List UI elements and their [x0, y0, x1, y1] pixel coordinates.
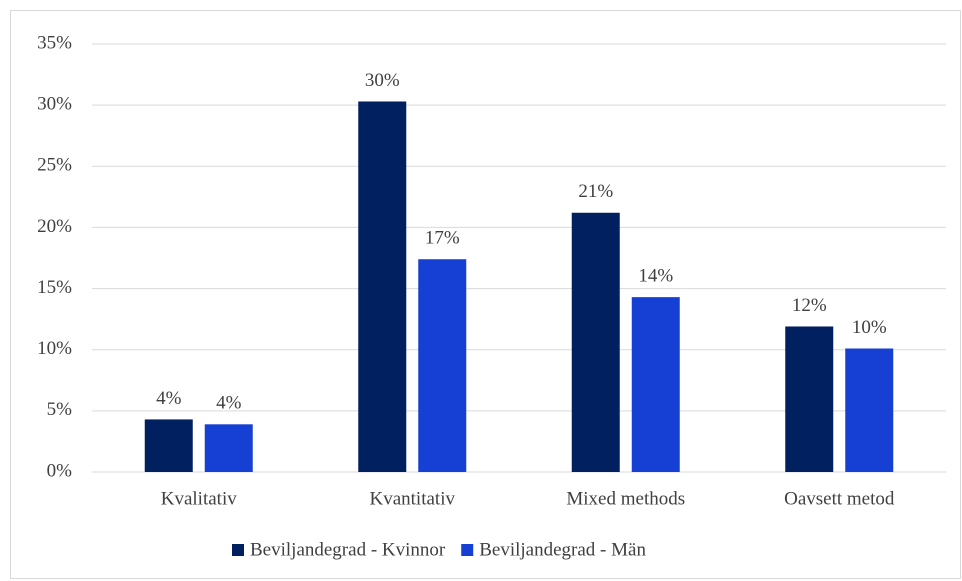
- bar: [571, 212, 620, 473]
- bar: [358, 101, 407, 472]
- y-tick-label: 10%: [37, 338, 72, 359]
- x-tick-label: Oavsett metod: [784, 488, 895, 509]
- y-tick-label: 0%: [47, 460, 73, 481]
- x-tick-label: Kvalitativ: [161, 488, 237, 509]
- legend-swatch: [461, 544, 474, 556]
- bar: [204, 424, 253, 472]
- y-tick-label: 25%: [37, 155, 72, 176]
- bar: [144, 419, 193, 472]
- data-label: 30%: [365, 70, 400, 91]
- data-label: 10%: [852, 317, 887, 338]
- bar: [418, 259, 467, 472]
- legend-swatch: [232, 544, 244, 556]
- data-label: 17%: [425, 228, 460, 249]
- legend-label: Beviljandegrad - Kvinnor: [250, 539, 446, 560]
- bar: [845, 348, 894, 472]
- y-tick-label: 30%: [37, 94, 72, 115]
- data-label: 4%: [156, 388, 182, 409]
- bar: [785, 326, 834, 472]
- data-label: 21%: [578, 181, 613, 202]
- data-label: 12%: [792, 295, 827, 316]
- y-tick-label: 20%: [37, 216, 72, 237]
- bar: [631, 297, 680, 472]
- data-label: 4%: [216, 393, 242, 414]
- y-tick-label: 5%: [47, 399, 73, 420]
- legend-label: Beviljandegrad - Män: [479, 539, 646, 560]
- data-label: 14%: [638, 265, 673, 286]
- y-tick-label: 15%: [37, 277, 72, 298]
- x-tick-label: Kvantitativ: [370, 488, 456, 509]
- x-tick-label: Mixed methods: [566, 488, 685, 509]
- y-tick-label: 35%: [37, 32, 72, 53]
